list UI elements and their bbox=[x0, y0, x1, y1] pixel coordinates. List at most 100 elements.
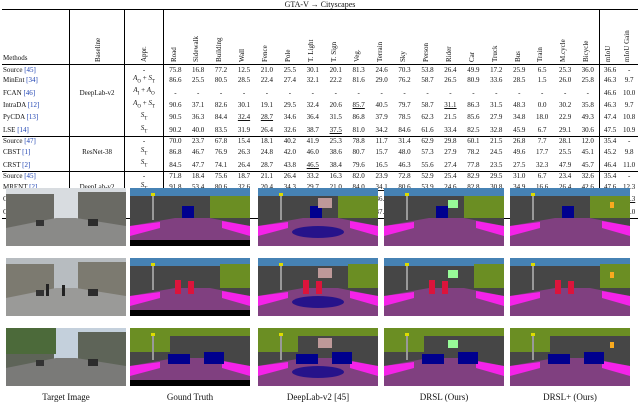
baseline-cell bbox=[69, 135, 125, 146]
iou-cell: 28.5 bbox=[513, 76, 526, 85]
citation-link[interactable]: [13] bbox=[26, 113, 39, 122]
iou-cell: 18.1 bbox=[255, 135, 279, 146]
header-class-tsign: T. Sign bbox=[324, 9, 348, 65]
citation-link[interactable]: [45] bbox=[24, 172, 36, 181]
figure-label: Gound Truth bbox=[166, 392, 214, 402]
iou-cell: 32.6 bbox=[237, 182, 251, 191]
iou-cell: 21.5 bbox=[484, 135, 508, 146]
iou-cell: 26.5 bbox=[444, 76, 457, 85]
iou-cell: 27.9 bbox=[444, 148, 457, 157]
approach-cell: ST bbox=[124, 111, 165, 124]
citation-link[interactable]: [12] bbox=[27, 100, 40, 109]
gain-cell: 11.0 bbox=[623, 160, 636, 169]
header-class-sky: Sky bbox=[393, 9, 417, 65]
iou-cell: 24.6 bbox=[370, 64, 394, 74]
baseline-cell bbox=[69, 111, 125, 124]
target-image bbox=[6, 258, 126, 316]
iou-cell: 45.1 bbox=[581, 148, 594, 157]
figure-label: DRSL (Ours) bbox=[419, 392, 469, 402]
iou-cell: 21.5 bbox=[444, 113, 457, 122]
iou-cell: 34.6 bbox=[283, 113, 296, 122]
header-class-sidewalk: Sidewalk bbox=[186, 9, 210, 65]
iou-cell: 12.5 bbox=[232, 64, 256, 74]
header-baseline: Baseline bbox=[69, 9, 125, 65]
qualitative-figure bbox=[6, 188, 636, 388]
iou-cell: 58.7 bbox=[421, 100, 434, 109]
miou-cell: 45.2 bbox=[599, 145, 621, 159]
iou-cell: 90.5 bbox=[169, 113, 182, 122]
iou-cell: 76.9 bbox=[214, 148, 228, 157]
iou-cell: 32.6 bbox=[283, 125, 296, 134]
gain-cell: 10.9 bbox=[623, 125, 636, 134]
header-class-wall-label: Wall bbox=[238, 48, 247, 62]
header-class-tlight-label: T. Light bbox=[307, 39, 316, 62]
approach-cell: - bbox=[124, 135, 165, 146]
table-row: MinEnt [34] AO + ST 86.6 25.5 80.5 28.5 22.4 27… bbox=[2, 74, 638, 87]
method-name: MinEnt [34] bbox=[2, 74, 70, 86]
iou-cell: 23.7 bbox=[186, 135, 210, 146]
iou-cell: 84.6 bbox=[398, 125, 411, 134]
iou-cell: 82.0 bbox=[347, 170, 371, 181]
gain-cell: - bbox=[620, 135, 638, 146]
iou-cell: 34.8 bbox=[513, 113, 526, 122]
iou-cell: 70.0 bbox=[163, 135, 187, 146]
iou-cell: 71.8 bbox=[163, 170, 187, 181]
iou-cell: 26.0 bbox=[558, 76, 572, 85]
header-class-road: Road bbox=[163, 9, 187, 65]
iou-cell: 30.8 bbox=[490, 182, 503, 191]
header-class-terrain: Terrain bbox=[370, 9, 394, 65]
iou-cell: 23.5 bbox=[490, 160, 503, 169]
iou-cell: 86.3 bbox=[467, 100, 480, 109]
iou-cell: 18.0 bbox=[536, 113, 549, 122]
method-label: Source bbox=[3, 137, 23, 146]
header-class-person: Person bbox=[416, 9, 439, 65]
iou-cell: 81.6 bbox=[352, 76, 365, 85]
header-approach-label: Appr. bbox=[139, 46, 148, 62]
iou-cell: - bbox=[495, 88, 498, 97]
method-label: MRENT bbox=[3, 182, 28, 191]
iou-cell: 84.5 bbox=[169, 160, 182, 169]
citation-link[interactable]: [46] bbox=[23, 88, 36, 97]
iou-cell: 32.4 bbox=[306, 100, 319, 109]
iou-cell: 29.8 bbox=[438, 135, 462, 146]
iou-cell: 76.2 bbox=[398, 76, 411, 85]
citation-link[interactable]: [2] bbox=[29, 182, 38, 191]
iou-cell: 38.7 bbox=[306, 125, 319, 134]
citation-link[interactable]: [14] bbox=[17, 125, 29, 134]
iou-cell: 74.1 bbox=[214, 160, 228, 169]
citation-link[interactable]: [1] bbox=[22, 148, 31, 157]
iou-cell: - bbox=[541, 88, 544, 97]
iou-cell: 31.5 bbox=[490, 100, 503, 109]
citation-link[interactable]: [34] bbox=[26, 76, 38, 85]
gain-cell: 9.8 bbox=[624, 148, 634, 157]
iou-cell: 62.3 bbox=[421, 113, 434, 122]
citation-link[interactable]: [47] bbox=[24, 137, 36, 146]
iou-cell: 27.4 bbox=[444, 160, 457, 169]
iou-cell: 32.4 bbox=[237, 113, 251, 122]
miou-cell: 46.3 bbox=[599, 98, 621, 112]
approach-cell: ST bbox=[124, 123, 165, 137]
citation-link[interactable]: [45] bbox=[24, 65, 36, 74]
iou-cell: 34.1 bbox=[375, 182, 388, 191]
iou-cell: 79.6 bbox=[352, 160, 365, 169]
iou-cell: 20.4 bbox=[260, 182, 274, 191]
iou-cell: 46.0 bbox=[306, 148, 319, 157]
iou-cell: 30.2 bbox=[558, 100, 572, 109]
iou-cell: 29.5 bbox=[283, 100, 296, 109]
segmentation-map bbox=[130, 328, 250, 386]
iou-cell: 30.6 bbox=[581, 125, 594, 134]
miou-cell: 36.6 bbox=[599, 64, 621, 74]
iou-cell: 78.5 bbox=[398, 113, 411, 122]
header-class-train: Train bbox=[530, 9, 554, 65]
iou-cell: 34.2 bbox=[375, 125, 388, 134]
segmentation-map bbox=[130, 258, 250, 316]
iou-cell: 29.7 bbox=[306, 182, 319, 191]
method-label: IntraDA bbox=[3, 100, 26, 109]
header-methods: Methods bbox=[2, 9, 70, 65]
iou-cell: 18.7 bbox=[232, 170, 256, 181]
iou-cell: 17.7 bbox=[536, 148, 549, 157]
iou-cell: 40.5 bbox=[375, 100, 388, 109]
citation-link[interactable]: [2] bbox=[22, 160, 31, 169]
header-class-fence-label: Fence bbox=[261, 45, 270, 62]
iou-cell: 22.4 bbox=[260, 76, 274, 85]
